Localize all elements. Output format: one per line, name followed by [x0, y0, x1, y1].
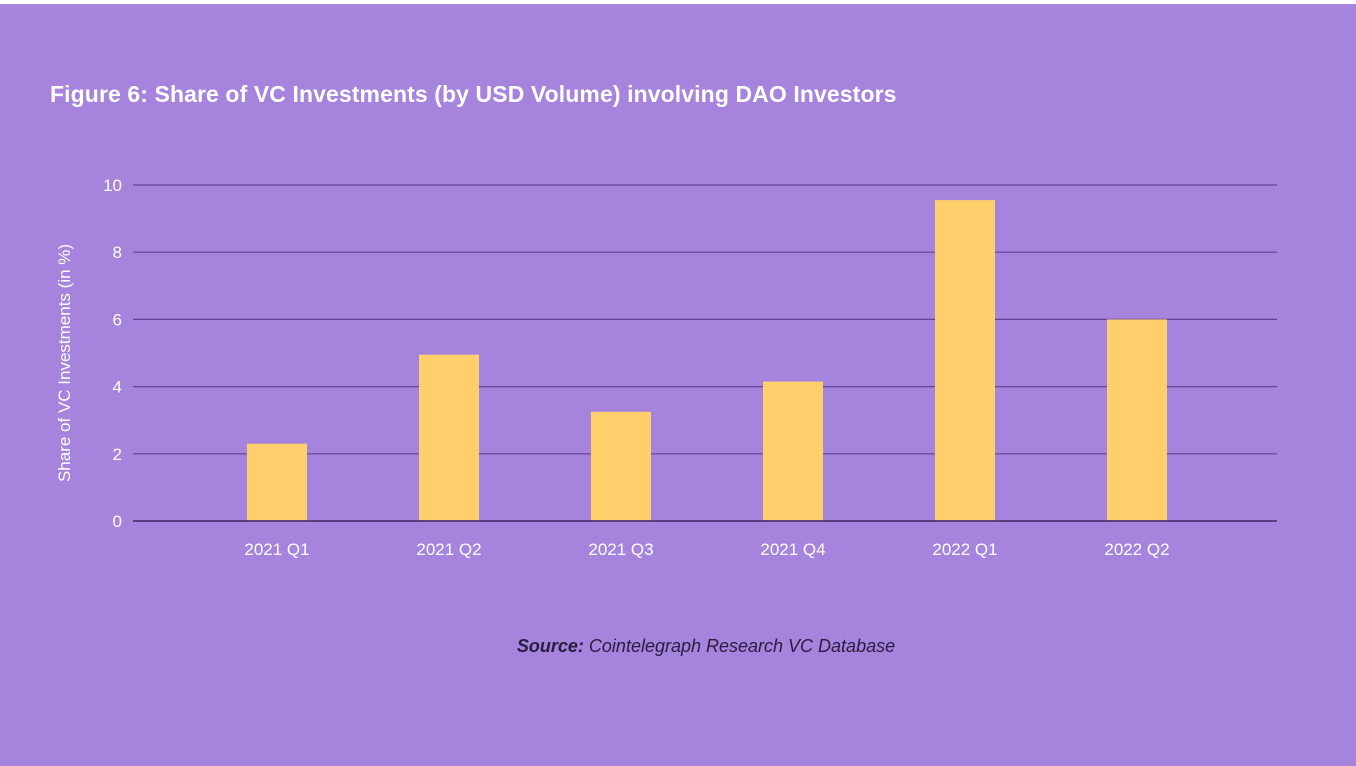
- bar-2021-q2: [419, 354, 479, 521]
- bar-2021-q4: [763, 381, 823, 521]
- y-tick-label-0: 0: [113, 512, 122, 531]
- x-tick-label-2021-q4: 2021 Q4: [760, 540, 825, 559]
- chart-background: Figure 6: Share of VC Investments (by US…: [0, 4, 1356, 766]
- y-tick-label-8: 8: [113, 243, 122, 262]
- bar-2021-q3: [591, 411, 651, 521]
- x-tick-label-2022-q2: 2022 Q2: [1104, 540, 1169, 559]
- y-tick-label-4: 4: [113, 378, 122, 397]
- source-label: Source:: [516, 636, 584, 656]
- source-text: Cointelegraph Research VC Database: [588, 636, 896, 656]
- y-tick-label-6: 6: [113, 310, 122, 329]
- y-tick-label-10: 10: [103, 176, 122, 195]
- bar-2022-q2: [1107, 319, 1167, 521]
- x-tick-label-2021-q3: 2021 Q3: [588, 540, 653, 559]
- bars: [247, 200, 1167, 521]
- x-tick-label-2021-q1: 2021 Q1: [244, 540, 309, 559]
- y-tick-label-2: 2: [113, 445, 122, 464]
- chart-title: Figure 6: Share of VC Investments (by US…: [50, 81, 897, 107]
- x-tick-label-2022-q1: 2022 Q1: [932, 540, 997, 559]
- source-note: Source: Cointelegraph Research VC Databa…: [0, 636, 1356, 657]
- bar-chart: 0 2 4 6 8 10 2021 Q1 2021 Q2 2021 Q3 2021 Q4 2022…: [55, 176, 1277, 559]
- bar-2021-q1: [247, 443, 307, 521]
- gridlines: [133, 184, 1277, 455]
- x-axis-ticks: 2021 Q1 2021 Q2 2021 Q3 2021 Q4 2022 Q1 2022 …: [244, 540, 1169, 559]
- x-tick-label-2021-q2: 2021 Q2: [416, 540, 481, 559]
- y-axis-label: Share of VC Investments (in %): [55, 244, 74, 482]
- y-axis-ticks: 0 2 4 6 8 10: [103, 176, 122, 531]
- bar-2022-q1: [935, 200, 995, 521]
